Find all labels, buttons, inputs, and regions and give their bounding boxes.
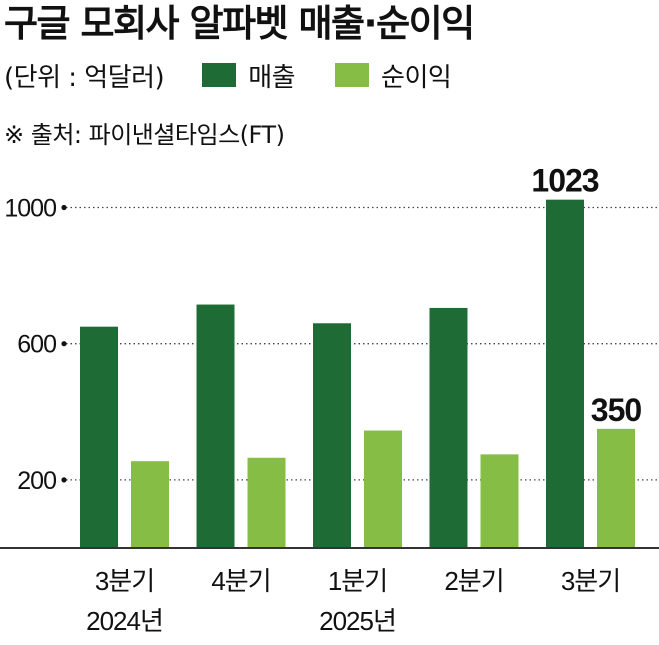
tick-dot — [61, 204, 67, 211]
legend-swatch-net-income — [335, 63, 370, 87]
legend-item-revenue: 매출 — [202, 57, 296, 94]
x-category-label: 2025년 — [319, 606, 396, 636]
data-label: 1023 — [531, 163, 598, 199]
unit-label: (단위 : 억달러) — [4, 62, 165, 93]
x-category-label: 3분기 — [95, 566, 154, 596]
tick-dot — [61, 477, 67, 483]
x-category-label: 2024년 — [86, 606, 163, 636]
bar-net-income — [247, 457, 286, 548]
x-category-label: 3분기 — [561, 566, 620, 596]
chart-title: 구글 모회사 알파벳 매출·순이익 — [4, 2, 475, 45]
legend-label-revenue: 매출 — [248, 62, 296, 93]
x-category-label: 1분기 — [328, 566, 387, 596]
bar-revenue — [80, 326, 118, 548]
bar-net-income — [131, 461, 169, 548]
y-tick-label: 200 — [17, 467, 56, 495]
legend-item-net-income: 순이익 — [335, 57, 452, 94]
tick-dot — [61, 341, 67, 347]
bar-net-income — [480, 454, 519, 548]
y-tick-label: 1000 — [4, 195, 56, 223]
bar-revenue — [313, 323, 351, 548]
bar-net-income — [364, 430, 402, 548]
legend-swatch-revenue — [202, 63, 237, 87]
data-label: 350 — [591, 392, 642, 428]
legend-label-net-income: 순이익 — [381, 62, 452, 93]
source-note: ※ 출처: 파이낸셜타임스(FT) — [4, 121, 285, 149]
x-category-label: 4분기 — [211, 566, 270, 596]
bar-net-income — [597, 428, 635, 548]
x-category-label: 2분기 — [444, 566, 503, 596]
legend: (단위 : 억달러) 매출 순이익 — [4, 57, 491, 94]
bar-revenue — [429, 307, 468, 548]
bar-revenue — [196, 304, 235, 548]
y-tick-label: 600 — [17, 331, 56, 359]
bar-revenue — [546, 199, 584, 548]
